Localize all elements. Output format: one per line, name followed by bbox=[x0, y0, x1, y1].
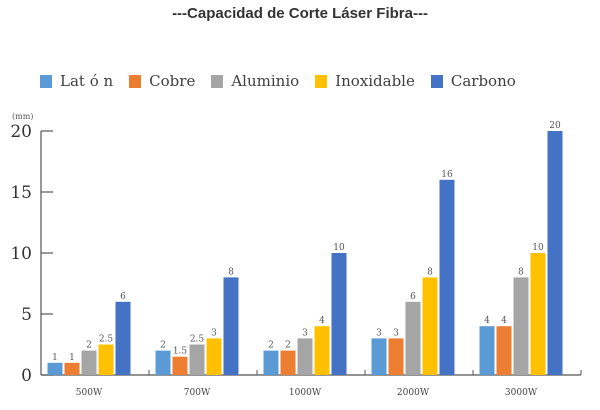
x-category-label: 1000W bbox=[289, 388, 322, 398]
bars bbox=[47, 131, 563, 375]
legend-item: Lat ó n bbox=[40, 72, 113, 90]
bar bbox=[47, 362, 63, 375]
data-label: 4 bbox=[319, 316, 325, 326]
data-label: 8 bbox=[427, 267, 433, 277]
x-category-label: 700W bbox=[184, 388, 211, 398]
data-label: 16 bbox=[441, 170, 453, 180]
chart-title: ---Capacidad de Corte Láser Fibra--- bbox=[172, 5, 428, 22]
bar bbox=[115, 301, 131, 375]
data-label: 2 bbox=[160, 341, 166, 351]
legend-swatch bbox=[129, 74, 142, 88]
data-label: 4 bbox=[484, 316, 490, 326]
y-tick-label: 20 bbox=[10, 122, 32, 142]
legend-item: Aluminio bbox=[211, 72, 299, 90]
bar bbox=[297, 338, 313, 375]
bar bbox=[439, 179, 455, 375]
y-tick-label: 10 bbox=[10, 244, 32, 264]
y-tick-label: 0 bbox=[21, 366, 32, 386]
data-label: 3 bbox=[376, 328, 382, 338]
data-label: 4 bbox=[501, 316, 507, 326]
data-label: 10 bbox=[333, 243, 345, 253]
y-axis-unit-label: (mm) bbox=[12, 112, 33, 121]
data-label: 2 bbox=[86, 341, 92, 351]
legend-label: Aluminio bbox=[231, 72, 300, 90]
legend-swatch bbox=[315, 74, 328, 88]
bar bbox=[155, 350, 171, 375]
bar bbox=[223, 277, 239, 375]
data-label: 2.5 bbox=[190, 335, 205, 345]
data-label: 3 bbox=[302, 328, 308, 338]
bar bbox=[314, 326, 330, 375]
data-label: 1 bbox=[69, 353, 75, 363]
bar bbox=[371, 338, 387, 375]
data-label: 8 bbox=[518, 267, 524, 277]
bar bbox=[280, 350, 296, 375]
data-label: 1 bbox=[52, 353, 58, 363]
x-category-label: 3000W bbox=[505, 388, 538, 398]
bar bbox=[530, 253, 546, 375]
legend-item: Inoxidable bbox=[315, 72, 415, 90]
bar bbox=[547, 131, 563, 375]
x-category-label: 500W bbox=[76, 388, 103, 398]
y-tick-label: 15 bbox=[10, 183, 32, 203]
bar bbox=[81, 350, 97, 375]
legend-label: Inoxidable bbox=[335, 72, 415, 90]
legend-swatch bbox=[211, 74, 224, 88]
bar bbox=[496, 326, 512, 375]
legend-swatch bbox=[40, 74, 52, 88]
legend-item: Cobre bbox=[129, 72, 195, 90]
bar bbox=[513, 277, 529, 375]
bar bbox=[331, 253, 347, 375]
bar bbox=[405, 301, 421, 375]
data-label: 2 bbox=[285, 341, 291, 351]
x-category-label: 2000W bbox=[397, 388, 430, 398]
legend-label: Cobre bbox=[149, 72, 196, 90]
data-label: 2 bbox=[268, 341, 274, 351]
bar bbox=[64, 362, 80, 375]
bar bbox=[98, 344, 114, 375]
data-label: 10 bbox=[532, 243, 544, 253]
chart-legend: Lat ó n Cobre Aluminio Inoxidable Carbono bbox=[40, 72, 532, 90]
bar bbox=[479, 326, 495, 375]
data-label: 2.5 bbox=[99, 335, 114, 345]
bar bbox=[189, 344, 205, 375]
bar bbox=[263, 350, 279, 375]
legend-item: Carbono bbox=[430, 72, 516, 90]
legend-label: Carbono bbox=[450, 72, 516, 90]
data-label: 6 bbox=[410, 292, 416, 302]
axes: 0 5 10 15 20 bbox=[10, 122, 582, 386]
y-tick-label: 5 bbox=[21, 305, 32, 325]
bar bbox=[206, 338, 222, 375]
legend-swatch bbox=[430, 74, 443, 88]
bar bbox=[172, 356, 188, 375]
data-label: 3 bbox=[393, 328, 399, 338]
data-label: 20 bbox=[549, 121, 561, 131]
bar bbox=[388, 338, 404, 375]
legend-label: Lat ó n bbox=[60, 72, 114, 90]
data-label: 3 bbox=[211, 328, 217, 338]
data-label: 8 bbox=[228, 267, 234, 277]
data-label: 1.5 bbox=[173, 347, 188, 357]
data-label: 6 bbox=[120, 292, 126, 302]
bar bbox=[422, 277, 438, 375]
